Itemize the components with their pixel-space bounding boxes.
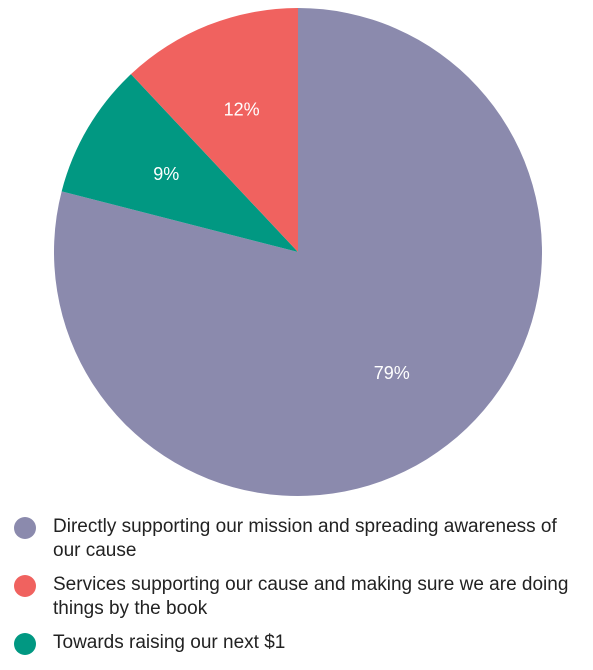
pie-chart: 79% 9% 12% [54,8,543,497]
slice-label-fundraising: 9% [153,164,179,184]
legend-swatch-mission [14,517,36,539]
legend-label-fundraising: Towards raising our next $1 [53,632,286,653]
legend-item-fundraising: Towards raising our next $1 [14,631,584,655]
slice-label-services: 12% [224,100,260,120]
chart-legend: Directly supporting our mission and spre… [14,515,584,665]
legend-label-services: Services supporting our cause and making… [53,574,569,619]
slice-services [130,8,298,252]
legend-item-mission: Directly supporting our mission and spre… [14,515,584,563]
slice-fundraising [61,74,298,252]
legend-label-mission: Directly supporting our mission and spre… [53,516,557,561]
legend-swatch-services [14,575,36,597]
slice-label-mission: 79% [374,363,410,383]
legend-swatch-fundraising [14,633,36,655]
legend-item-services: Services supporting our cause and making… [14,573,584,621]
slice-mission [54,8,543,497]
